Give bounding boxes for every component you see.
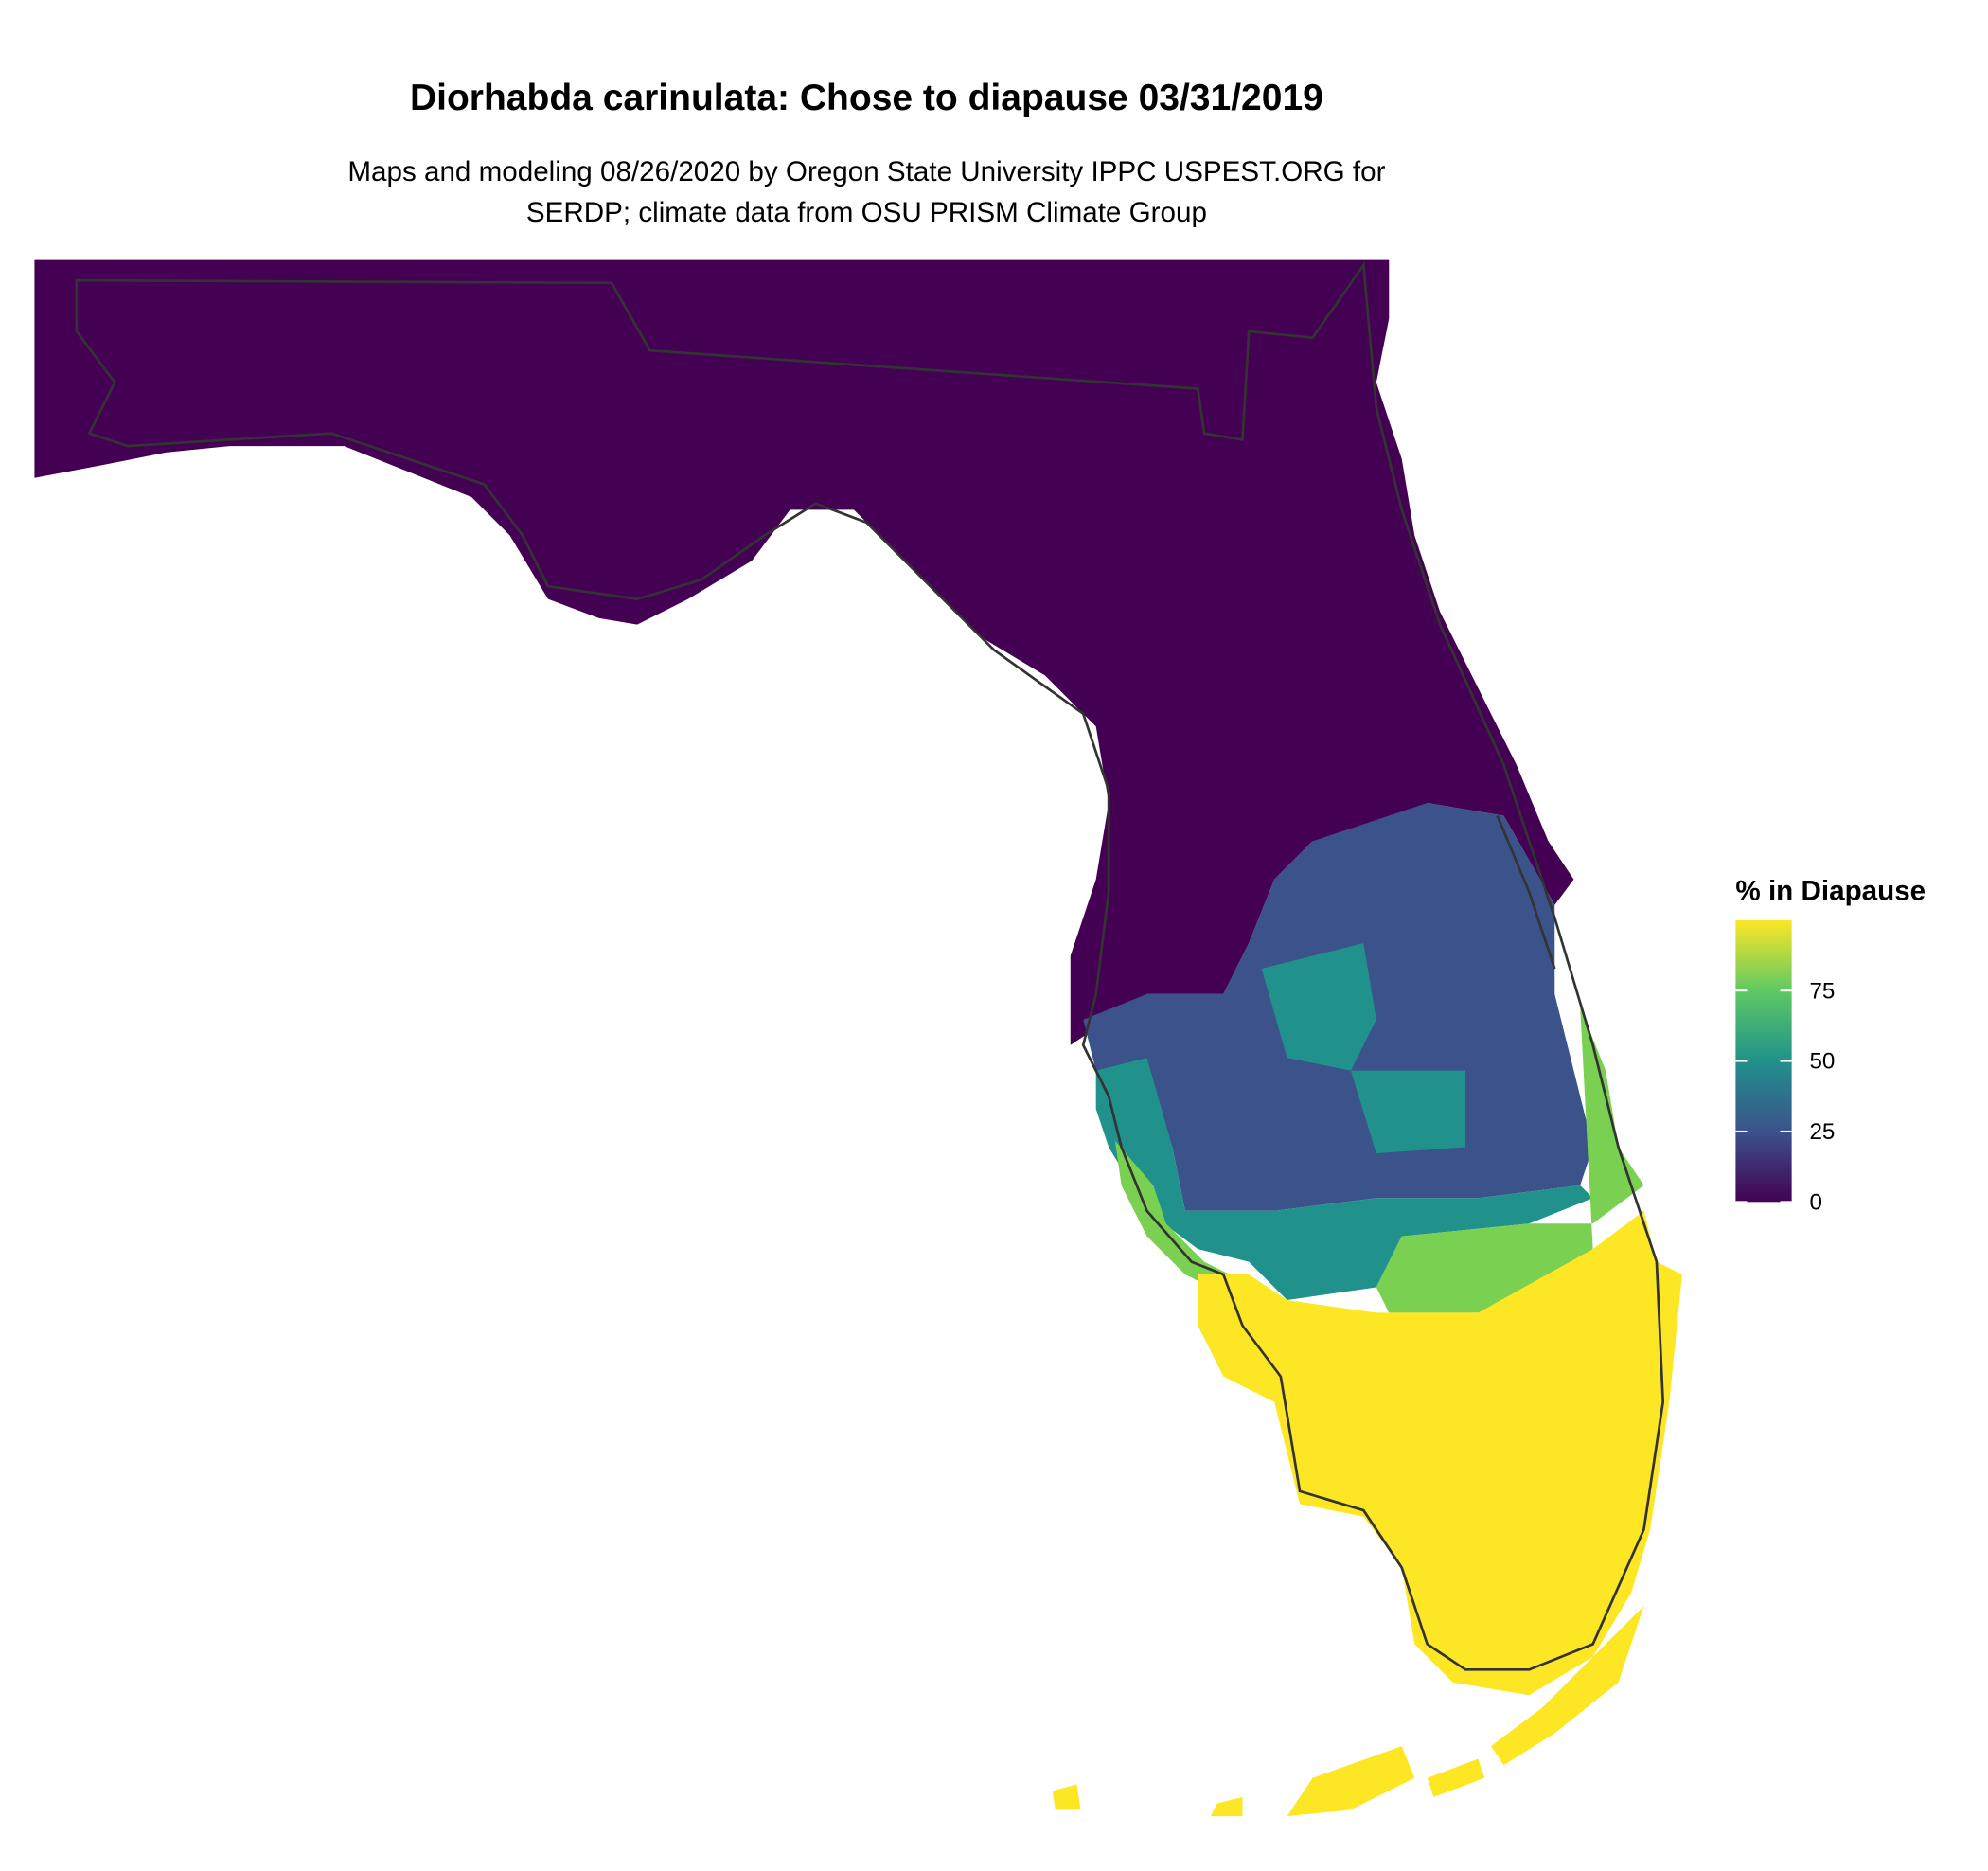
map (34, 259, 1682, 1817)
legend: % in Diapause 0 25 50 75 (1735, 875, 1926, 1215)
region (1427, 1758, 1485, 1797)
region (1287, 1746, 1415, 1817)
region (1198, 1210, 1682, 1696)
map-title: Diorhabda carinulata: Chose to diapause … (410, 78, 1323, 118)
legend-title: % in Diapause (1735, 875, 1926, 906)
region (1114, 1140, 1243, 1294)
region (34, 259, 1574, 1045)
state-outline (75, 261, 1665, 1671)
subtitle-line: Maps and modeling 08/26/2020 by Oregon S… (347, 156, 1385, 187)
region (1095, 1058, 1593, 1300)
region (1350, 1070, 1466, 1154)
region (1261, 943, 1376, 1071)
tick-label: 50 (1809, 1049, 1835, 1075)
tick-label: 75 (1809, 978, 1835, 1004)
region (1210, 1796, 1243, 1817)
state-border (1496, 814, 1556, 970)
region (1490, 1606, 1644, 1766)
tick-label: 0 (1809, 1189, 1821, 1215)
region (1376, 1007, 1644, 1313)
region (1052, 1784, 1081, 1810)
tick-label: 25 (1809, 1119, 1835, 1145)
subtitle-line: SERDP; climate data from OSU PRISM Clima… (526, 197, 1207, 228)
